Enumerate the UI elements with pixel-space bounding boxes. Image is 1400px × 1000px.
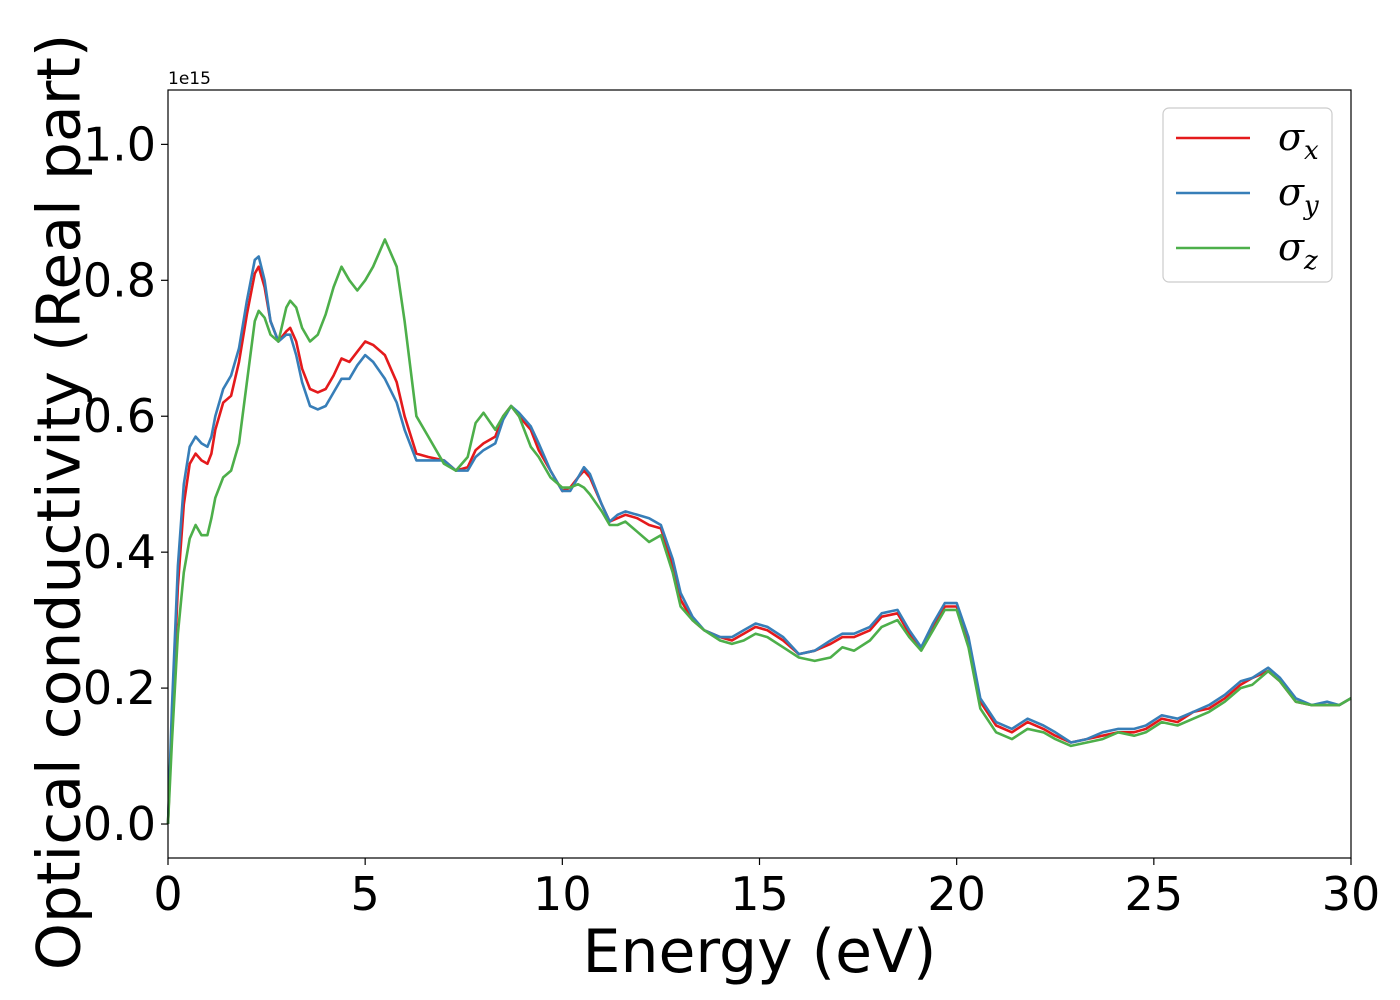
legend-subscript: y bbox=[1303, 191, 1319, 221]
series-lines bbox=[166, 238, 1352, 825]
y-tick-label: 1.0 bbox=[83, 117, 156, 171]
y-tick-label: 0.6 bbox=[83, 389, 156, 443]
legend-box bbox=[1162, 107, 1333, 283]
legend-symbol: σ bbox=[1278, 225, 1305, 269]
series-line-y bbox=[166, 255, 1352, 825]
legend-symbol: σ bbox=[1278, 170, 1305, 214]
y-axis-label: Optical conductivity (Real part) bbox=[25, 34, 95, 971]
legend-label-x: σx bbox=[1278, 115, 1319, 166]
y-tick-label: 0.2 bbox=[83, 661, 156, 715]
y-tick-label: 0.0 bbox=[83, 797, 156, 851]
x-tick-label: 30 bbox=[1322, 867, 1381, 921]
legend-subscript: z bbox=[1303, 246, 1318, 276]
x-tick-label: 5 bbox=[351, 867, 380, 921]
x-tick-label: 15 bbox=[730, 867, 789, 921]
x-axis-ticks: 0 5 10 15 20 25 30 bbox=[153, 858, 1380, 921]
x-tick-label: 20 bbox=[927, 867, 986, 921]
y-tick-label: 0.4 bbox=[83, 525, 156, 579]
x-tick-label: 10 bbox=[533, 867, 592, 921]
y-tick-label: 0.8 bbox=[83, 253, 156, 307]
x-tick-label: 25 bbox=[1125, 867, 1184, 921]
legend-label-z: σz bbox=[1278, 225, 1318, 276]
legend-label-y: σy bbox=[1278, 170, 1319, 221]
x-axis-label: Energy (eV) bbox=[583, 917, 937, 987]
legend-symbol: σ bbox=[1278, 115, 1305, 159]
y-axis-ticks: 0.0 0.2 0.4 0.6 0.8 1.0 bbox=[83, 117, 168, 851]
series-line-z bbox=[166, 238, 1352, 825]
x-tick-label: 0 bbox=[153, 867, 182, 921]
legend-subscript: x bbox=[1304, 136, 1319, 166]
y-offset-label: 1e15 bbox=[168, 69, 211, 89]
